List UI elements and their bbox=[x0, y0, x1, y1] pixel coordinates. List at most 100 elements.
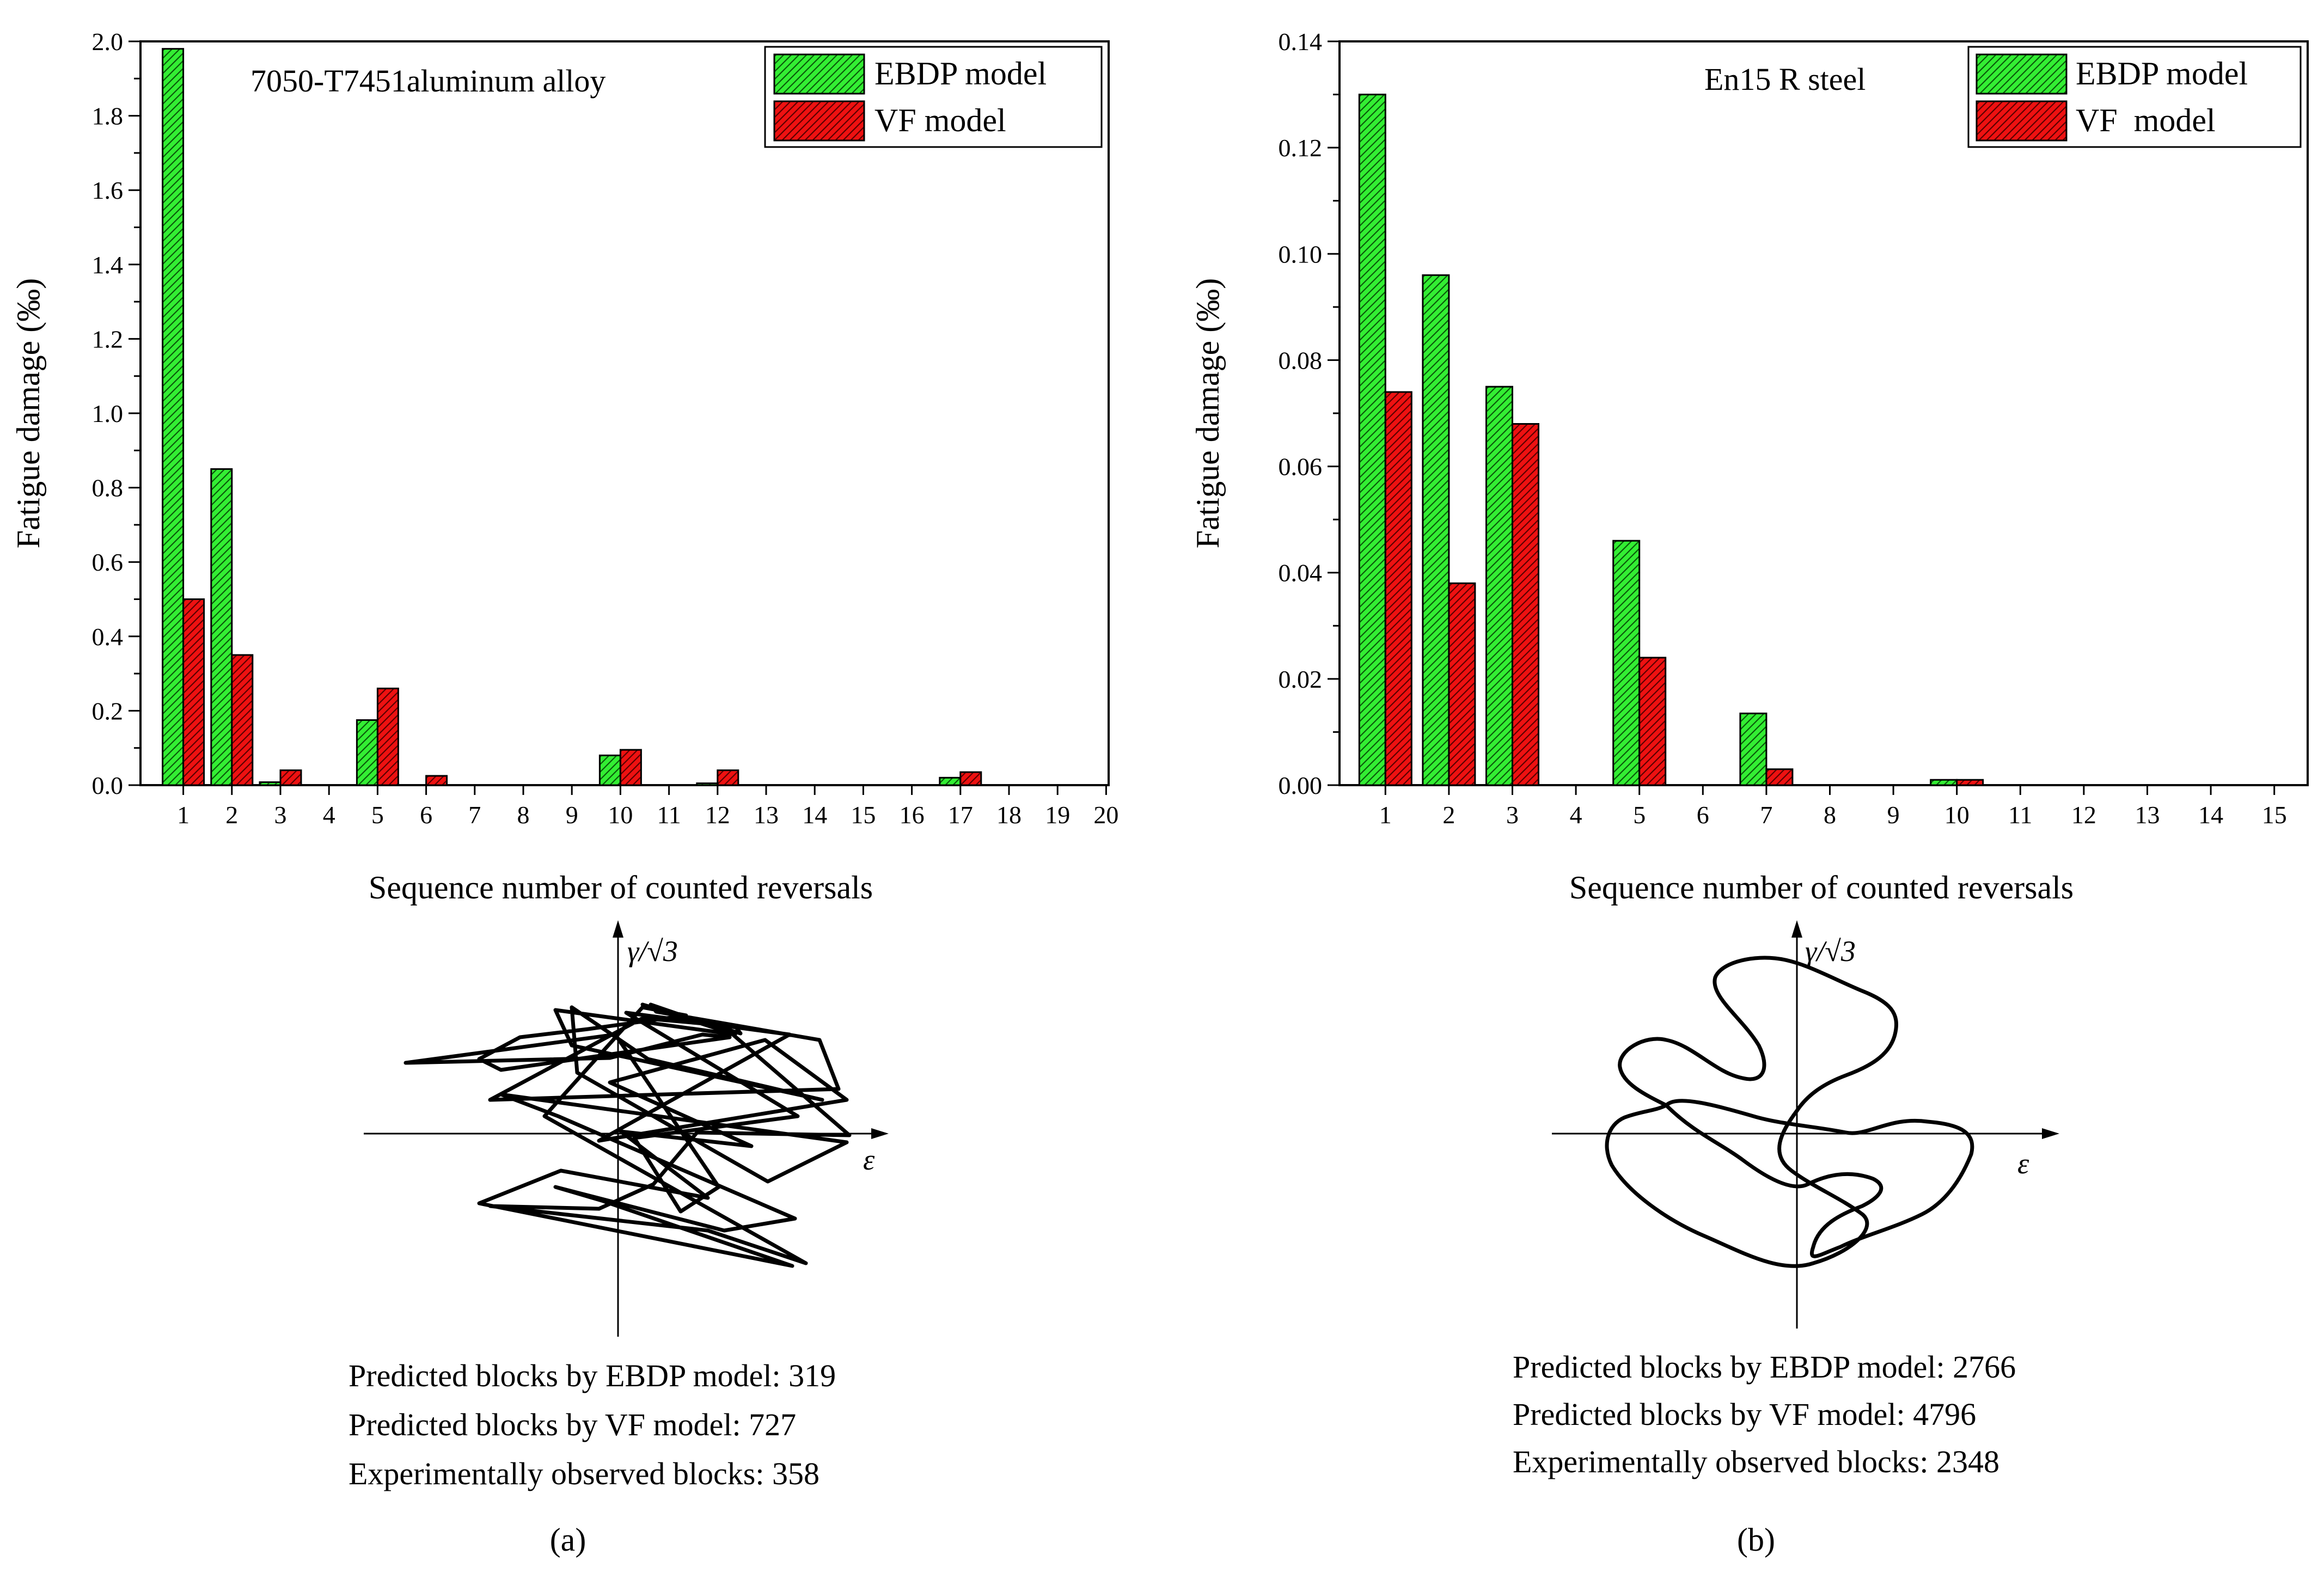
panel-b-legend-label-ebdp: EBDP model bbox=[2076, 56, 2248, 91]
panel-b-bar-vf-10 bbox=[1956, 779, 1984, 786]
panel-b-prediction-ebdp: Predicted blocks by EBDP model: 2766 bbox=[1513, 1349, 2016, 1385]
panel-a-plot-frame bbox=[139, 40, 1110, 786]
panel-b-x-tick-label: 8 bbox=[1824, 801, 1836, 829]
panel-a-bars bbox=[162, 48, 982, 786]
panel-a-path-x-symbol: ε bbox=[863, 1143, 875, 1176]
panel-a-bar-vf-5 bbox=[376, 687, 399, 786]
panel-a-strain-path-diagram: γ/√3 ε bbox=[364, 920, 889, 1337]
panel-a-y-tick-label: 1.0 bbox=[92, 400, 124, 427]
panel-a-bar-vf-6 bbox=[425, 775, 448, 786]
panel-b-legend-swatch-ebdp bbox=[1976, 53, 2068, 95]
panel-b-y-tick-label: 0.02 bbox=[1279, 665, 1323, 693]
panel-b-x-tick-label: 7 bbox=[1760, 801, 1772, 829]
panel-a-legend-label-ebdp: EBDP model bbox=[874, 56, 1047, 91]
panel-a-bar-vf-1 bbox=[182, 598, 205, 786]
panel-b-legend-label-vf: VF model bbox=[2076, 102, 2216, 138]
panel-a-x-tick-label: 3 bbox=[274, 801, 287, 829]
panel-b-y-tick-label: 0.08 bbox=[1279, 346, 1323, 374]
panel-a-prediction-vf: Predicted blocks by VF model: 727 bbox=[348, 1407, 796, 1442]
panel-b-strain-path-diagram: γ/√3 ε bbox=[1552, 920, 2059, 1329]
panel-b-path-x-arrow bbox=[2042, 1128, 2059, 1139]
panel-a-x-tick-label: 8 bbox=[517, 801, 530, 829]
panel-a-y-tick-label: 0.8 bbox=[92, 474, 124, 502]
panel-a-x-tick-label: 20 bbox=[1093, 801, 1118, 829]
panel-b-x-tick-label: 9 bbox=[1887, 801, 1900, 829]
panel-a-x-tick-label: 7 bbox=[468, 801, 481, 829]
panel-a-path-y-arrow bbox=[613, 920, 623, 938]
panel-a-x-tick-labels: 1 2 3 4 5 6 7 8 9 10 11 12 13 14 15 16 17 18 19 20 bbox=[177, 801, 1118, 829]
panel-a-x-tick-label: 12 bbox=[705, 801, 730, 829]
panel-a-prediction-observed: Experimentally observed blocks: 358 bbox=[348, 1456, 819, 1491]
panel-a-y-tick-label: 1.8 bbox=[92, 102, 124, 130]
panel-a-prediction-ebdp: Predicted blocks by EBDP model: 319 bbox=[348, 1358, 836, 1393]
panel-b-bar-vf-1 bbox=[1384, 391, 1412, 786]
panel-a-y-tick-label: 0.2 bbox=[92, 697, 124, 725]
panel-b-bar-ebdp-7 bbox=[1739, 712, 1768, 786]
panel-b-label: (b) bbox=[1737, 1522, 1775, 1558]
panel-b-y-tick-label: 0.00 bbox=[1279, 772, 1323, 799]
panel-b-path-y-arrow bbox=[1791, 920, 1802, 938]
panel-a-x-tick-label: 2 bbox=[225, 801, 238, 829]
panel-a-bar-ebdp-10 bbox=[598, 754, 621, 786]
panel-a-path-y-symbol: γ/√3 bbox=[627, 935, 678, 968]
panel-a-bar-ebdp-2 bbox=[210, 468, 233, 786]
panel-a-strain-path bbox=[403, 1002, 852, 1268]
panel-a-x-tick-label: 9 bbox=[566, 801, 578, 829]
panel-a-y-tick-label: 0.4 bbox=[92, 623, 124, 651]
panel-b-bars bbox=[1358, 94, 1984, 786]
panel-a-legend-label-vf: VF model bbox=[874, 102, 1006, 138]
panel-a-bar-vf-2 bbox=[231, 654, 254, 786]
panel-a-x-tick-label: 6 bbox=[420, 801, 432, 829]
panel-a-legend: EBDP model VF model bbox=[764, 46, 1103, 148]
panel-a-label: (a) bbox=[550, 1522, 586, 1558]
panel-a-x-tick-label: 5 bbox=[371, 801, 384, 829]
panel-a-y-tick-label: 2.0 bbox=[92, 28, 124, 56]
panel-b-y-tick-label: 0.10 bbox=[1279, 240, 1323, 268]
panel-b-bar-ebdp-10 bbox=[1930, 779, 1958, 786]
panel-b-x-tick-label: 3 bbox=[1506, 801, 1519, 829]
panel-b-bar-ebdp-5 bbox=[1612, 540, 1641, 786]
panel-b-x-tick-label: 5 bbox=[1633, 801, 1646, 829]
panel-b-x-tick-label: 15 bbox=[2262, 801, 2287, 829]
panel-b-bar-ebdp-3 bbox=[1485, 385, 1513, 786]
panel-a-y-axis-title: Fatigue damage (‰) bbox=[10, 278, 46, 549]
panel-b-strain-path bbox=[1605, 956, 1974, 1268]
panel-a-x-tick-label: 17 bbox=[948, 801, 973, 829]
panel-b-y-tick-labels: 0.00 0.02 0.04 0.06 0.08 0.10 0.12 0.14 bbox=[1279, 28, 1323, 799]
panel-a-bar-ebdp-5 bbox=[356, 719, 378, 786]
panel-b-material-label: En15 R steel bbox=[1704, 62, 1866, 97]
panel-b-plot-frame bbox=[1338, 40, 2309, 786]
panel-a-bar-vf-3 bbox=[279, 769, 302, 786]
panel-b-x-tick-label: 2 bbox=[1442, 801, 1455, 829]
panel-b-y-axis-title: Fatigue damage (‰) bbox=[1190, 278, 1226, 549]
panel-b-prediction-vf: Predicted blocks by VF model: 4796 bbox=[1513, 1397, 1976, 1432]
panel-a-x-tick-label: 15 bbox=[851, 801, 876, 829]
panel-b-bar-vf-5 bbox=[1638, 657, 1667, 786]
panel-a-y-tick-labels: 0.0 0.2 0.4 0.6 0.8 1.0 1.2 1.4 1.6 1.8 2.0 bbox=[92, 28, 124, 799]
panel-b-prediction-observed: Experimentally observed blocks: 2348 bbox=[1513, 1444, 1999, 1479]
panel-a-material-label: 7050-T7451aluminum alloy bbox=[250, 63, 606, 99]
panel-a-bar-ebdp-3 bbox=[259, 781, 282, 786]
panel-b-legend-swatch-vf bbox=[1976, 100, 2068, 142]
panel-a-y-tick-label: 0.6 bbox=[92, 548, 124, 576]
panel-b-x-tick-label: 14 bbox=[2198, 801, 2223, 829]
panel-a-x-tick-label: 14 bbox=[802, 801, 827, 829]
panel-a-x-tick-label: 13 bbox=[754, 801, 779, 829]
panel-b-x-tick-label: 10 bbox=[1944, 801, 1970, 829]
panel-b-bar-vf-3 bbox=[1512, 423, 1539, 786]
panel-a-x-tick-label: 18 bbox=[996, 801, 1022, 829]
panel-a-y-tick-label: 1.2 bbox=[92, 325, 124, 353]
panel-a-y-tick-label: 1.6 bbox=[92, 176, 124, 204]
panel-a-x-tick-label: 19 bbox=[1045, 801, 1070, 829]
panel-b-ticks bbox=[1328, 40, 2276, 795]
panel-b-x-tick-label: 12 bbox=[2071, 801, 2096, 829]
panel-a-bar-vf-17 bbox=[959, 771, 982, 786]
panel-a-legend-swatch-ebdp bbox=[773, 53, 865, 95]
panel-b-path-y-symbol: γ/√3 bbox=[1805, 935, 1856, 968]
panel-b-y-tick-label: 0.14 bbox=[1279, 28, 1323, 56]
panel-b-bar-vf-2 bbox=[1448, 582, 1476, 786]
panel-a-x-tick-label: 1 bbox=[177, 801, 189, 829]
